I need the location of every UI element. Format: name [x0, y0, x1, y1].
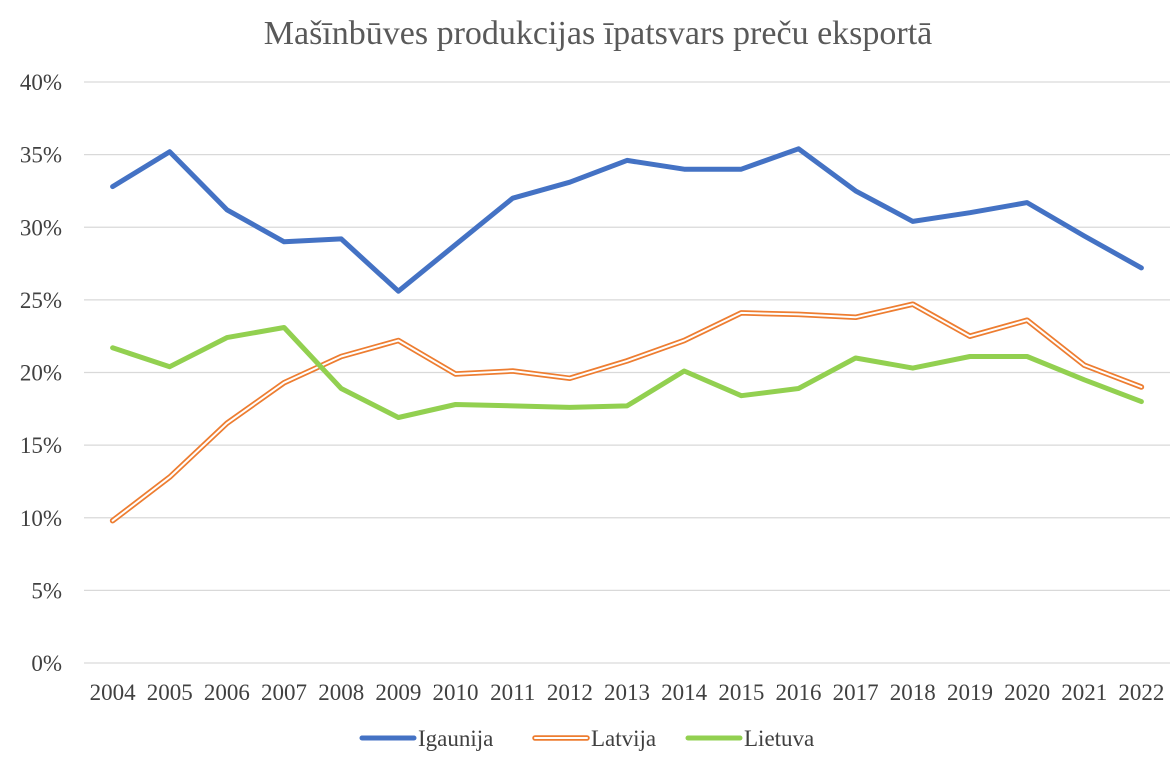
y-tick-label: 30% [20, 215, 62, 240]
x-tick-label: 2015 [718, 680, 764, 705]
x-tick-label: 2019 [947, 680, 993, 705]
y-axis-tick-labels: 0% 5% 10% 15% 20% 25% 30% 35% 40% [20, 70, 62, 676]
x-tick-label: 2010 [433, 680, 479, 705]
x-tick-label: 2018 [890, 680, 936, 705]
series-line-inner-latvija [111, 303, 1143, 522]
x-tick-label: 2021 [1061, 680, 1107, 705]
series-lines [109, 146, 1145, 524]
y-tick-label: 40% [20, 70, 62, 95]
series-line-lietuva [110, 325, 1144, 420]
x-tick-label: 2016 [775, 680, 821, 705]
x-tick-label: 2011 [490, 680, 535, 705]
x-tick-label: 2014 [661, 680, 708, 705]
y-tick-label: 10% [20, 506, 62, 531]
chart-title: Mašīnbūves produkcijas īpatsvars preču e… [264, 15, 933, 52]
series-lietuva [110, 325, 1144, 420]
legend-label: Latvija [591, 726, 656, 751]
x-tick-label: 2005 [147, 680, 193, 705]
series-line-igaunija [110, 146, 1144, 294]
legend-label: Igaunija [418, 726, 493, 751]
y-tick-label: 25% [20, 288, 62, 313]
y-tick-label: 35% [20, 143, 62, 168]
gridlines [84, 81, 1170, 664]
legend-label: Lietuva [744, 726, 814, 751]
x-tick-label: 2007 [261, 680, 307, 705]
y-tick-label: 5% [31, 578, 62, 603]
y-tick-label: 20% [20, 361, 62, 386]
x-axis-tick-labels: 2004 2005 2006 2007 2008 2009 2010 2011 2012 2013… [90, 680, 1165, 705]
x-tick-label: 2008 [318, 680, 364, 705]
x-tick-label: 2012 [547, 680, 593, 705]
series-igaunija [110, 146, 1144, 294]
x-tick-label: 2020 [1004, 680, 1050, 705]
y-tick-label: 0% [31, 651, 62, 676]
series-latvija [109, 301, 1145, 524]
x-tick-label: 2017 [833, 680, 879, 705]
legend-item-latvija[interactable]: Latvija [532, 726, 656, 751]
x-tick-label: 2022 [1118, 680, 1164, 705]
legend[interactable]: Igaunija Latvija Lietuva [359, 726, 814, 751]
x-tick-label: 2013 [604, 680, 650, 705]
legend-item-igaunija[interactable]: Igaunija [359, 726, 493, 751]
series-line-latvija [109, 301, 1145, 524]
legend-item-lietuva[interactable]: Lietuva [685, 726, 814, 751]
x-tick-label: 2004 [90, 680, 137, 705]
x-tick-label: 2006 [204, 680, 250, 705]
y-tick-label: 15% [20, 433, 62, 458]
x-tick-label: 2009 [375, 680, 421, 705]
